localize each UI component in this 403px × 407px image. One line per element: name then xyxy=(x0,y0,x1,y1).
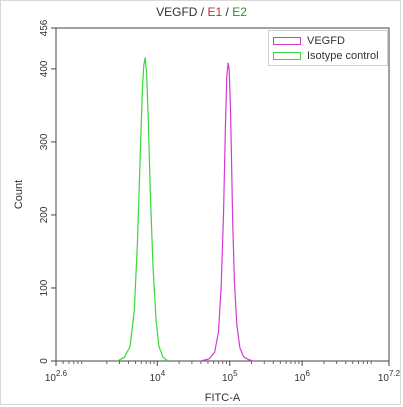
x-axis-label: FITC-A xyxy=(205,392,241,404)
legend-swatch-isotype xyxy=(273,51,301,60)
x-tick-label: 105 xyxy=(222,369,238,384)
title-e1: E1 xyxy=(207,5,223,19)
y-tick-label: 100 xyxy=(39,279,50,296)
y-tick-label: 300 xyxy=(39,133,50,150)
y-tick-label: 200 xyxy=(39,206,50,223)
x-tick-label: 102.6 xyxy=(45,369,68,384)
legend-item-isotype: Isotype control xyxy=(273,48,383,63)
y-axis-label: Count xyxy=(13,180,25,209)
title-separator: / xyxy=(197,5,208,19)
title-separator: / xyxy=(222,5,233,19)
chart-legend: VEGFD Isotype control xyxy=(268,30,388,66)
legend-label-vegfd: VEGFD xyxy=(307,34,345,47)
plot-border xyxy=(55,27,390,362)
series-line-vegfd xyxy=(200,62,254,362)
x-tick-label: 106 xyxy=(294,369,310,384)
legend-item-vegfd: VEGFD xyxy=(273,33,383,48)
title-e2: E2 xyxy=(232,5,247,19)
x-tick-label: 104 xyxy=(150,369,166,384)
x-tick-label: 107.2 xyxy=(378,369,401,384)
title-main: VEGFD xyxy=(156,5,198,19)
legend-swatch-vegfd xyxy=(273,36,301,45)
chart-title: VEGFD / E1 / E2 xyxy=(0,5,403,19)
y-tick-label: 400 xyxy=(39,60,50,77)
y-tick-label: 0 xyxy=(39,358,50,364)
series-line-isotype xyxy=(117,57,169,362)
y-tick-label: 456 xyxy=(39,19,50,36)
legend-label-isotype: Isotype control xyxy=(307,49,379,62)
